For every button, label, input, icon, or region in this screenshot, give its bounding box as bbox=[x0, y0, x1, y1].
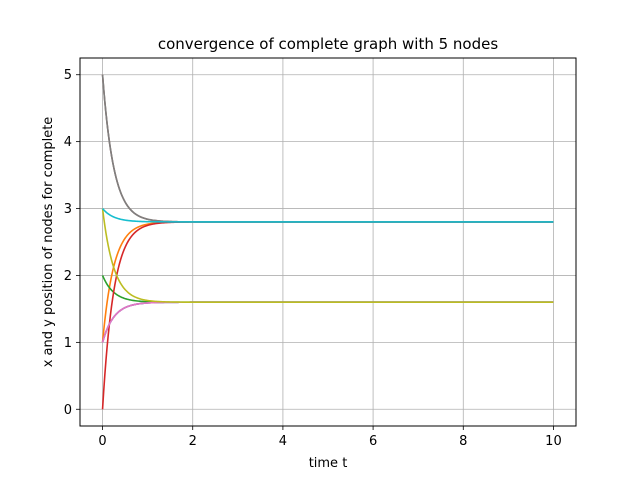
series-line bbox=[101, 208, 554, 304]
y-tick-label: 4 bbox=[64, 135, 72, 150]
chart-title: convergence of complete graph with 5 nod… bbox=[158, 35, 499, 53]
x-axis-label: time t bbox=[309, 456, 348, 471]
y-tick-label: 2 bbox=[64, 269, 72, 284]
y-axis-label: x and y position of nodes for complete bbox=[41, 117, 56, 368]
plot-frame bbox=[79, 57, 577, 427]
y-tick-label: 3 bbox=[64, 202, 72, 217]
y-axis-ticks: 0 1 2 3 4 5 bbox=[64, 68, 80, 418]
series-group bbox=[101, 74, 554, 410]
series-line bbox=[101, 208, 554, 223]
x-tick-label: 8 bbox=[459, 434, 467, 449]
y-tick-label: 1 bbox=[64, 336, 72, 351]
y-tick-label: 0 bbox=[64, 403, 72, 418]
x-tick-label: 6 bbox=[369, 434, 377, 449]
y-tick-label: 5 bbox=[64, 68, 72, 83]
x-tick-label: 4 bbox=[279, 434, 287, 449]
x-axis-ticks: 0 2 4 6 8 10 bbox=[98, 426, 562, 449]
x-tick-label: 2 bbox=[189, 434, 197, 449]
grid bbox=[80, 58, 576, 426]
x-tick-label: 10 bbox=[545, 434, 562, 449]
x-tick-label: 0 bbox=[98, 434, 106, 449]
